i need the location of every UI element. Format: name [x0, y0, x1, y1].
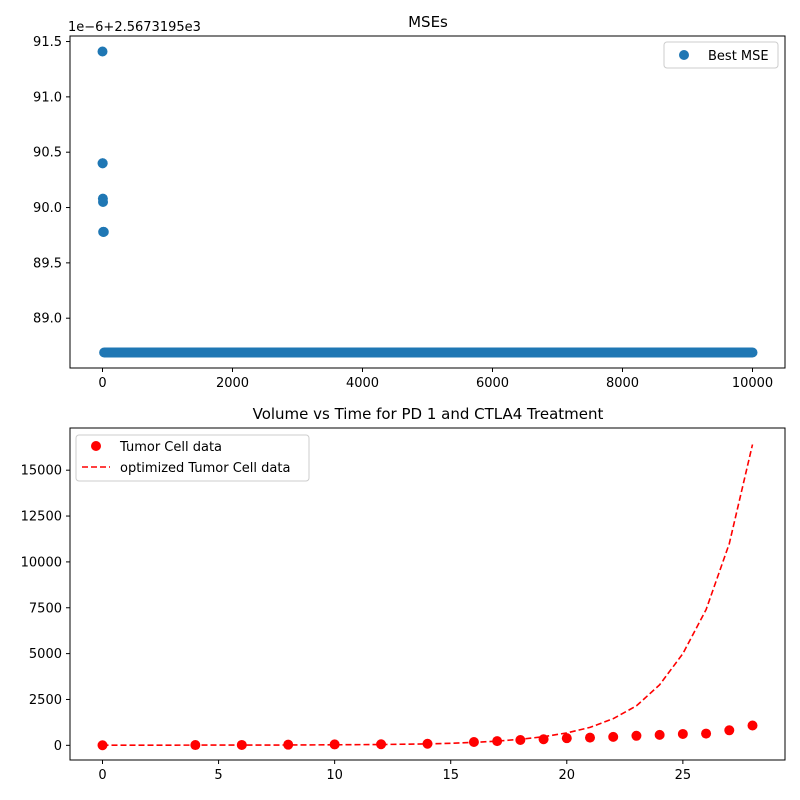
- y-tick-label: 0: [54, 739, 62, 754]
- y-tick-label: 90.0: [33, 201, 62, 216]
- y-tick-label: 89.0: [33, 312, 62, 327]
- mse-legend-box: [663, 41, 779, 69]
- volume-chart: Volume vs Time for PD 1 and CTLA4 Treatm…: [21, 405, 786, 783]
- volume-legend-label-optimized: optimized Tumor Cell data: [120, 461, 290, 476]
- x-tick-label: 10000: [732, 376, 773, 391]
- mse-point: [97, 46, 108, 57]
- x-tick-label: 6000: [476, 376, 509, 391]
- volume-legend: Tumor Cell data optimized Tumor Cell dat…: [75, 434, 310, 482]
- tumor-data-point: [677, 728, 688, 739]
- y-tick-label: 5000: [29, 647, 62, 662]
- tumor-data-point: [701, 728, 712, 739]
- y-tick-label: 7500: [29, 601, 62, 616]
- volume-x-ticks: 0 5 10 15 20 25: [98, 760, 691, 783]
- mse-axes-frame: [69, 35, 786, 369]
- tumor-data-point: [492, 736, 503, 747]
- x-tick-label: 15: [442, 768, 459, 783]
- x-tick-label: 10: [326, 768, 343, 783]
- tumor-data-point: [631, 730, 642, 741]
- y-tick-label: 91.5: [33, 35, 62, 50]
- tumor-data-point: [561, 733, 572, 744]
- mse-points: [97, 46, 758, 358]
- mse-point: [97, 158, 108, 169]
- y-tick-label: 10000: [21, 555, 62, 570]
- y-tick-label: 91.0: [33, 90, 62, 105]
- y-tick-label: 90.5: [33, 146, 62, 161]
- volume-legend-marker-data: [91, 441, 101, 451]
- y-tick-label: 12500: [21, 510, 62, 525]
- volume-chart-title: Volume vs Time for PD 1 and CTLA4 Treatm…: [253, 405, 604, 423]
- x-tick-label: 20: [559, 768, 576, 783]
- volume-y-ticks: 0 2500 5000 7500 10000 12500 15000: [21, 464, 70, 754]
- tumor-data-point: [376, 739, 387, 750]
- mse-legend-label: Best MSE: [708, 49, 769, 64]
- x-tick-label: 25: [675, 768, 692, 783]
- tumor-data-point: [654, 729, 665, 740]
- mse-point: [98, 197, 109, 207]
- x-tick-label: 8000: [606, 376, 639, 391]
- volume-series: [97, 444, 758, 751]
- mse-chart: MSEs 1e−6+2.5673195e3 0 2000 4000 6000 8000 1…: [33, 13, 786, 391]
- x-tick-label: 0: [98, 768, 106, 783]
- optimized-tumor-line: [102, 444, 754, 746]
- mse-legend: Best MSE: [663, 41, 779, 69]
- mse-point: [98, 226, 109, 237]
- tumor-data-point: [329, 739, 340, 750]
- tumor-data-point: [724, 725, 735, 736]
- volume-legend-label-data: Tumor Cell data: [119, 440, 222, 455]
- mse-chart-title: MSEs: [408, 13, 448, 31]
- volume-legend-box: [75, 434, 310, 482]
- mse-legend-marker: [679, 50, 689, 60]
- tumor-data-point: [585, 732, 595, 743]
- mse-x-ticks: 0 2000 4000 6000 8000 10000: [98, 368, 773, 391]
- volume-axes-frame: [69, 427, 786, 761]
- mse-y-ticks: 89.0 89.5 90.0 90.5 91.0 91.5: [33, 35, 70, 327]
- tumor-data-point: [747, 720, 758, 731]
- mse-offset-label: 1e−6+2.5673195e3: [68, 20, 201, 35]
- tumor-data-point: [608, 731, 619, 742]
- y-tick-label: 89.5: [33, 256, 62, 271]
- x-tick-label: 2000: [216, 376, 249, 391]
- y-tick-label: 2500: [29, 693, 62, 708]
- x-tick-label: 5: [214, 768, 222, 783]
- y-tick-label: 15000: [21, 464, 62, 479]
- x-tick-label: 0: [98, 376, 106, 391]
- x-tick-label: 4000: [346, 376, 379, 391]
